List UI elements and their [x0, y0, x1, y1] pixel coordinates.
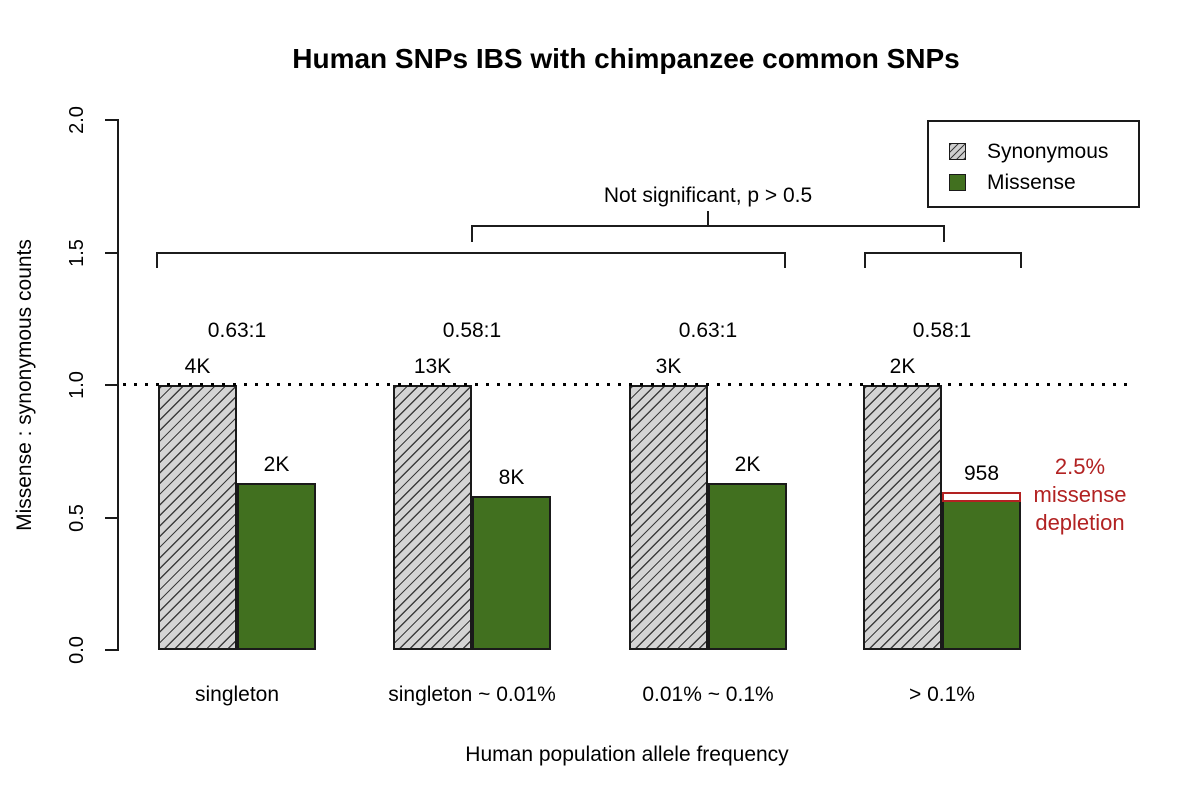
- top-bracket-left-tick: [471, 225, 473, 242]
- chart-title: Human SNPs IBS with chimpanzee common SN…: [292, 43, 960, 74]
- y-tick-label: 2.0: [66, 106, 88, 134]
- y-axis-line: [117, 119, 119, 651]
- y-tick-mark: [105, 119, 118, 121]
- left-group-bracket-left-tick: [156, 252, 158, 268]
- ratio-label: 0.58:1: [442, 319, 502, 342]
- synonymous-count-label: 3K: [655, 355, 682, 378]
- legend-missense-label: Missense: [987, 171, 1076, 194]
- missense-count-label: 8K: [498, 466, 525, 490]
- y-tick-mark: [105, 516, 118, 519]
- missense-count-label: 2K: [734, 453, 761, 477]
- missense-bar: [472, 496, 551, 650]
- y-tick-label: 1.5: [66, 238, 88, 267]
- y-tick-mark: [105, 384, 118, 386]
- left-group-bracket-right-tick: [784, 252, 786, 268]
- legend-synonymous-label: Synonymous: [987, 140, 1109, 163]
- synonymous-bar: [158, 385, 237, 650]
- x-tick-label: > 0.1%: [909, 683, 975, 706]
- y-tick-label: 1.0: [66, 371, 88, 399]
- top-bracket-line: [471, 225, 945, 227]
- y-tick-mark: [105, 251, 118, 254]
- synonymous-bar: [393, 385, 472, 650]
- synonymous-count-label: 2K: [889, 355, 916, 378]
- depletion-annotation: 2.5% missense depletion: [1033, 454, 1127, 535]
- reference-dotted-line: [123, 383, 1133, 386]
- ratio-label: 0.63:1: [678, 319, 738, 342]
- top-bracket-right-tick: [943, 225, 945, 242]
- right-group-bracket-left-tick: [864, 252, 866, 268]
- right-group-bracket-right-tick: [1020, 252, 1022, 268]
- y-tick-label: 0.5: [66, 503, 88, 532]
- y-tick-label: 0.0: [66, 636, 88, 664]
- missense-count-label: 958: [963, 461, 1000, 485]
- missense-count-label: 2K: [263, 453, 290, 477]
- depletion-marker: [942, 491, 1021, 502]
- right-group-bracket-line: [864, 252, 1022, 254]
- synonymous-count-label: 4K: [184, 355, 211, 378]
- y-axis-title: Missense : synonymous counts: [13, 239, 36, 531]
- legend-synonymous-swatch-icon: [949, 143, 966, 160]
- legend-missense-swatch-icon: [949, 174, 966, 191]
- x-tick-label: 0.01% ~ 0.1%: [642, 683, 774, 706]
- y-tick-mark: [105, 649, 118, 651]
- top-bracket-stem: [707, 211, 709, 227]
- missense-bar: [237, 483, 316, 650]
- synonymous-count-label: 13K: [413, 355, 452, 378]
- missense-bar: [708, 483, 787, 650]
- legend-box: Synonymous Missense: [927, 120, 1140, 208]
- ratio-label: 0.63:1: [207, 319, 267, 342]
- ratio-label: 0.58:1: [912, 319, 972, 342]
- x-tick-label: singleton ~ 0.01%: [388, 683, 556, 706]
- missense-bar: [942, 498, 1021, 650]
- x-axis-title: Human population allele frequency: [465, 743, 789, 766]
- synonymous-bar: [863, 385, 942, 650]
- x-tick-label: singleton: [194, 683, 280, 706]
- synonymous-bar: [629, 385, 708, 650]
- not-significant-label: Not significant, p > 0.5: [603, 184, 813, 207]
- left-group-bracket-line: [156, 252, 786, 254]
